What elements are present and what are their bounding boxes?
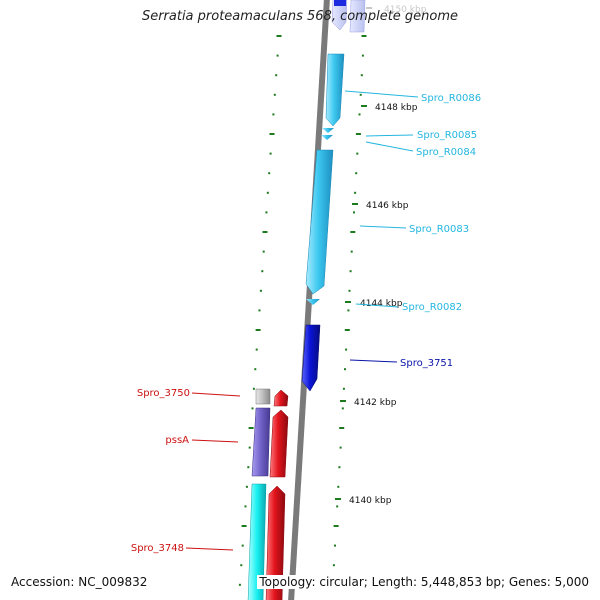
gene-Spro_3750 <box>255 388 271 405</box>
scale-label-4142: 4142 kbp <box>354 398 397 408</box>
label-Spro_3750[interactable]: Spro_3750 <box>137 388 190 399</box>
label-Spro_R0084[interactable]: Spro_R0084 <box>416 147 476 158</box>
gene-red-1 <box>273 389 289 407</box>
scale-label-4148: 4148 kbp <box>375 103 418 113</box>
callout-Spro_3751 <box>349 359 398 363</box>
label-Spro_3751[interactable]: Spro_3751 <box>400 358 453 369</box>
genome-title: Serratia proteamaculans 568, complete ge… <box>141 9 459 24</box>
gene-Spro_3751 <box>301 324 321 392</box>
rna-features <box>305 53 345 305</box>
feature-labels: Spro_R0086 Spro_R0085 Spro_R0084 Spro_R0… <box>131 93 481 554</box>
rna-Spro_R0086 <box>325 53 345 127</box>
label-Spro_R0085[interactable]: Spro_R0085 <box>417 130 477 141</box>
accession-text: Accession: NC_009832 <box>9 575 150 589</box>
top-faint-features <box>331 0 366 33</box>
label-pssA[interactable]: pssA <box>165 435 189 446</box>
callout-Spro_3750 <box>191 392 241 397</box>
callout-lines <box>185 90 419 551</box>
callout-Spro_R0086 <box>344 90 419 98</box>
scale-label-4146: 4146 kbp <box>366 201 409 211</box>
scale-label-4150: 4150 kbp <box>384 5 427 15</box>
label-Spro_R0082[interactable]: Spro_R0082 <box>402 302 462 313</box>
faint-blue-gene <box>331 0 348 31</box>
callout-Spro_R0084 <box>365 141 414 152</box>
scale-label-4140: 4140 kbp <box>349 496 392 506</box>
rna-Spro_R0085 <box>322 128 334 133</box>
gene-pssA <box>251 407 271 477</box>
gene-Spro_3748 <box>265 485 286 600</box>
label-Spro_R0086[interactable]: Spro_R0086 <box>421 93 481 104</box>
callout-Spro_R0085 <box>365 134 414 137</box>
label-Spro_R0083[interactable]: Spro_R0083 <box>409 224 469 235</box>
minus-strand-features <box>247 388 289 600</box>
scale-ticks <box>335 7 372 500</box>
faint-gene-right <box>349 0 366 33</box>
callout-Spro_R0082 <box>355 303 399 308</box>
callout-Spro_3748 <box>185 547 234 551</box>
outer-tick-marks <box>238 35 282 586</box>
callout-pssA <box>191 439 239 443</box>
gene-red-2 <box>269 409 289 478</box>
scale-labels: 4150 kbp 4148 kbp 4146 kbp 4144 kbp 4142… <box>349 5 427 506</box>
label-Spro_3748[interactable]: Spro_3748 <box>131 543 184 554</box>
rna-Spro_R0083 <box>305 149 334 295</box>
genome-stats-text: Topology: circular; Length: 5,448,853 bp… <box>257 575 591 589</box>
inner-tick-marks <box>331 35 367 586</box>
gene-cyan <box>247 483 267 600</box>
rna-Spro_R0082 <box>306 299 320 305</box>
rna-Spro_R0084 <box>321 135 333 140</box>
callout-Spro_R0083 <box>359 225 407 229</box>
faint-blue-gene-top <box>334 0 346 6</box>
scale-label-4144: 4144 kbp <box>360 299 403 309</box>
